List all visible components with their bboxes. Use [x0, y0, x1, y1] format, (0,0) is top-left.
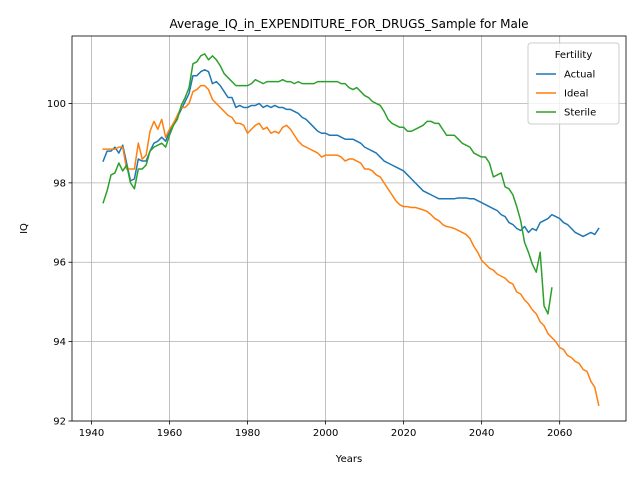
series-line-ideal [102, 84, 600, 407]
chart-title: Average_IQ_in_EXPENDITURE_FOR_DRUGS_Samp… [169, 17, 528, 31]
y-tick-label: 100 [47, 99, 66, 110]
x-tick-label: 1960 [157, 428, 182, 439]
legend-label-actual: Actual [564, 70, 595, 81]
x-axis-label: Years [335, 454, 362, 465]
y-axis: 92 94 96 98 100 [47, 99, 72, 428]
x-tick-label: 1940 [79, 428, 104, 439]
legend-title: Fertility [555, 50, 593, 61]
series-line-sterile [102, 53, 553, 315]
legend: Fertility Actual Ideal Sterile [527, 42, 620, 125]
legend-box [527, 42, 620, 125]
x-axis: 1940 1960 1980 2000 2020 2040 2060 [79, 421, 572, 439]
x-tick-label: 2020 [391, 428, 416, 439]
plot-frame [71, 35, 627, 422]
x-tick-label: 2000 [313, 428, 338, 439]
x-tick-label: 1980 [235, 428, 260, 439]
y-tick-label: 96 [53, 258, 66, 269]
legend-label-ideal: Ideal [564, 89, 588, 100]
y-tick-label: 94 [53, 337, 66, 348]
legend-label-sterile: Sterile [564, 108, 596, 119]
x-tick-label: 2060 [547, 428, 572, 439]
series-layer [102, 53, 600, 407]
series-line-actual [102, 68, 600, 238]
y-tick-label: 98 [53, 178, 66, 189]
y-tick-label: 92 [53, 417, 66, 428]
x-tick-label: 2040 [469, 428, 494, 439]
y-axis-label: IQ [19, 223, 30, 234]
